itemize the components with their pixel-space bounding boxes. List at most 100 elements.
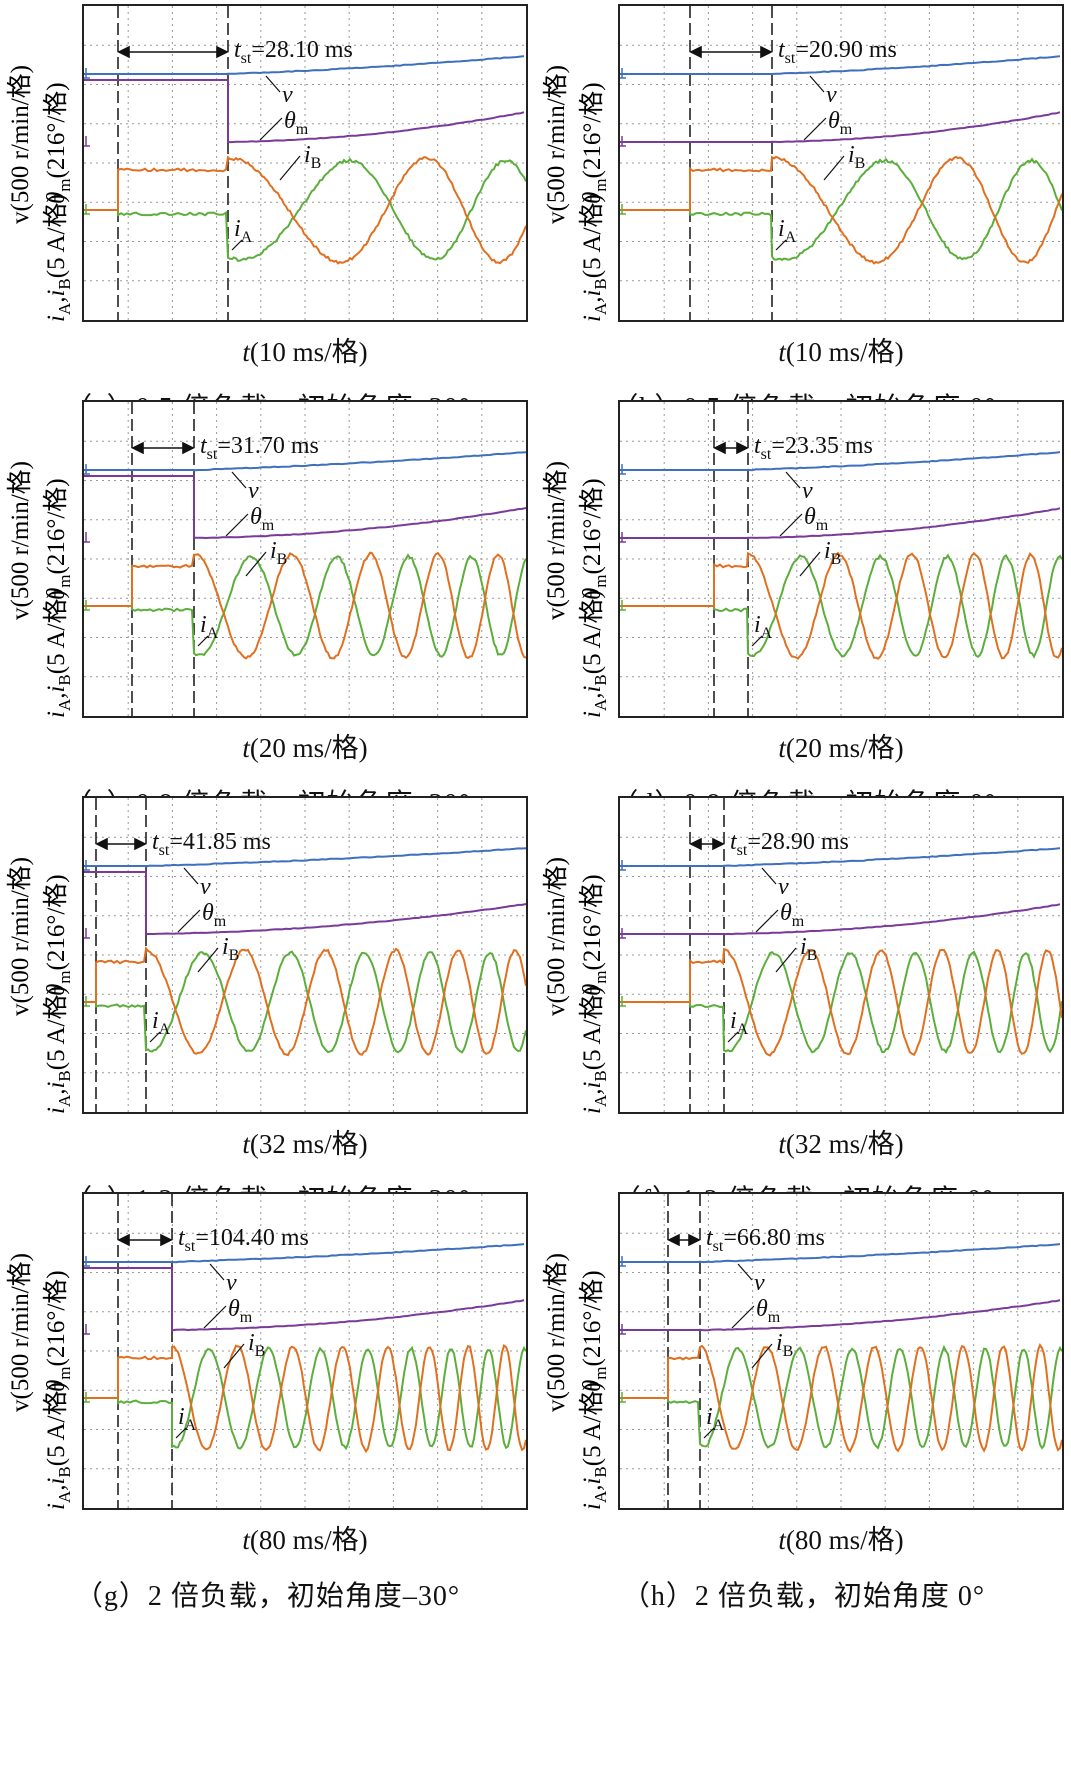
label-angle: θm	[731, 1296, 781, 1329]
svg-text:v: v	[754, 1270, 765, 1296]
svg-text:iB: iB	[222, 934, 239, 964]
trace-current-a	[84, 157, 526, 262]
tst-label: tst=31.70 ms	[200, 433, 319, 463]
x-axis-unit: (80 ms/格)	[249, 1525, 368, 1555]
grid	[620, 1194, 1062, 1508]
ground-marker	[84, 928, 90, 939]
label-current-b: iB	[799, 538, 841, 577]
y-axis-labels: iA,iB(5 A/格) v(500 r/min/格) θm(216°/格)	[6, 65, 74, 322]
trace-angle	[84, 79, 525, 144]
tst-label: tst=20.90 ms	[778, 37, 897, 67]
tst-arrow	[689, 45, 773, 59]
trace-angle	[620, 507, 1061, 539]
label-current-b: iB	[245, 538, 287, 577]
svg-text:θm: θm	[250, 504, 275, 534]
ground-marker	[620, 1256, 626, 1267]
label-speed: v	[761, 867, 789, 900]
svg-text:v: v	[248, 478, 259, 504]
ground-marker	[620, 532, 626, 543]
trace-current-b	[620, 551, 1062, 660]
svg-text:iA: iA	[730, 1008, 749, 1038]
panel-c: iA,iB(5 A/格) v(500 r/min/格) θm(216°/格) tst=…	[0, 396, 535, 844]
ground-marker	[84, 464, 90, 475]
label-current-b: iB	[751, 1330, 793, 1369]
label-angle: θm	[225, 504, 275, 537]
ground-marker	[620, 204, 626, 215]
ground-marker	[84, 204, 90, 215]
trace-speed	[620, 847, 1061, 867]
ground-marker	[84, 1256, 90, 1267]
y-axis-labels: iA,iB(5 A/格) v(500 r/min/格) θm(216°/格)	[542, 857, 610, 1114]
trace-angle	[620, 903, 1061, 936]
x-axis-unit: (32 ms/格)	[785, 1129, 904, 1159]
ground-marker	[620, 600, 626, 611]
tst-arrow	[117, 45, 229, 59]
ylabel-current: iA,iB(5 A/格)	[42, 986, 74, 1114]
tst-arrow	[689, 837, 725, 851]
trace-current-b	[84, 1343, 526, 1454]
trace-current-b	[84, 946, 526, 1057]
label-speed: v	[737, 1263, 765, 1296]
label-angle: θm	[779, 504, 829, 537]
ylabel-angle: θm(216°/格)	[578, 1270, 610, 1392]
x-axis-var: t	[778, 1129, 786, 1159]
label-current-b: iB	[775, 934, 817, 973]
trace-speed	[84, 451, 526, 472]
label-current-a: iA	[231, 216, 253, 251]
trace-speed	[620, 1243, 1061, 1264]
trace-speed	[84, 55, 525, 75]
scope-svg: tst=20.90 ms vθm iB iA	[620, 6, 1062, 320]
y-axis-labels: iA,iB(5 A/格) v(500 r/min/格) θm(216°/格)	[542, 1253, 610, 1510]
ylabel-current: iA,iB(5 A/格)	[42, 1382, 74, 1510]
x-axis-unit: (32 ms/格)	[249, 1129, 368, 1159]
scope-svg: tst=41.85 ms vθm iB iA	[84, 798, 526, 1112]
trace-current-a	[620, 553, 1062, 659]
ylabel-angle: θm(216°/格)	[578, 82, 610, 204]
x-axis-label: t(10 ms/格)	[82, 330, 528, 369]
scope-plot: tst=66.80 ms v θm iB iA	[618, 1192, 1064, 1510]
svg-text:iA: iA	[200, 612, 219, 642]
trace-current-a	[620, 1344, 1062, 1450]
ground-marker	[84, 1392, 90, 1403]
x-axis-label: t(32 ms/格)	[618, 1122, 1064, 1161]
label-current-a: iA	[703, 1404, 725, 1439]
ground-marker	[620, 1324, 626, 1335]
panel-e: iA,iB(5 A/格) v(500 r/min/格) θm(216°/格) tst=…	[0, 792, 535, 1240]
label-angle: θm	[259, 108, 309, 141]
x-axis-label: t(10 ms/格)	[618, 330, 1064, 369]
scope-plot: tst=104.40 ms v θm iB iA	[82, 1192, 528, 1510]
label-speed: v	[183, 867, 211, 900]
x-axis-var: t	[242, 1129, 250, 1159]
x-axis-label: t(20 ms/格)	[618, 726, 1064, 765]
y-axis-labels: iA,iB(5 A/格) v(500 r/min/格) θm(216°/格)	[6, 461, 74, 718]
ground-marker	[84, 996, 90, 1007]
svg-text:iB: iB	[800, 934, 817, 964]
scope-svg: tst=31.70 ms vθm iB iA	[84, 402, 526, 716]
svg-text:iB: iB	[848, 142, 865, 172]
svg-text:iA: iA	[706, 1404, 725, 1434]
trace-speed	[620, 55, 1061, 75]
x-axis-unit: (20 ms/格)	[785, 733, 904, 763]
trace-angle	[84, 871, 526, 935]
tst-arrow	[713, 441, 749, 455]
ylabel-group: iA,iB(5 A/格) v(500 r/min/格) θm(216°/格)	[2, 1192, 80, 1510]
ylabel-speed: v(500 r/min/格)	[6, 65, 34, 224]
label-angle: θm	[755, 900, 805, 933]
trace-current-b	[620, 1342, 1062, 1454]
ylabel-group: iA,iB(5 A/格) v(500 r/min/格) θm(216°/格)	[538, 1192, 616, 1510]
panel-f: iA,iB(5 A/格) v(500 r/min/格) θm(216°/格) tst=…	[536, 792, 1071, 1240]
y-axis-labels: iA,iB(5 A/格) v(500 r/min/格) θm(216°/格)	[542, 65, 610, 322]
label-current-b: iB	[279, 142, 321, 181]
panel-a: iA,iB(5 A/格) v(500 r/min/格) θm(216°/格) tst=…	[0, 0, 535, 448]
scope-plot: tst=31.70 ms v θm iB iA	[82, 400, 528, 718]
scope-plot: tst=20.90 ms v θm iB iA	[618, 4, 1064, 322]
trace-angle	[84, 475, 526, 540]
ground-marker	[84, 532, 90, 543]
svg-text:iA: iA	[178, 1404, 197, 1434]
y-axis-labels: iA,iB(5 A/格) v(500 r/min/格) θm(216°/格)	[6, 1253, 74, 1510]
x-axis-var: t	[242, 1525, 250, 1555]
ylabel-speed: v(500 r/min/格)	[6, 461, 34, 620]
panel-b: iA,iB(5 A/格) v(500 r/min/格) θm(216°/格) tst=…	[536, 0, 1071, 448]
ground-marker	[84, 68, 90, 79]
label-speed: v	[809, 75, 837, 108]
